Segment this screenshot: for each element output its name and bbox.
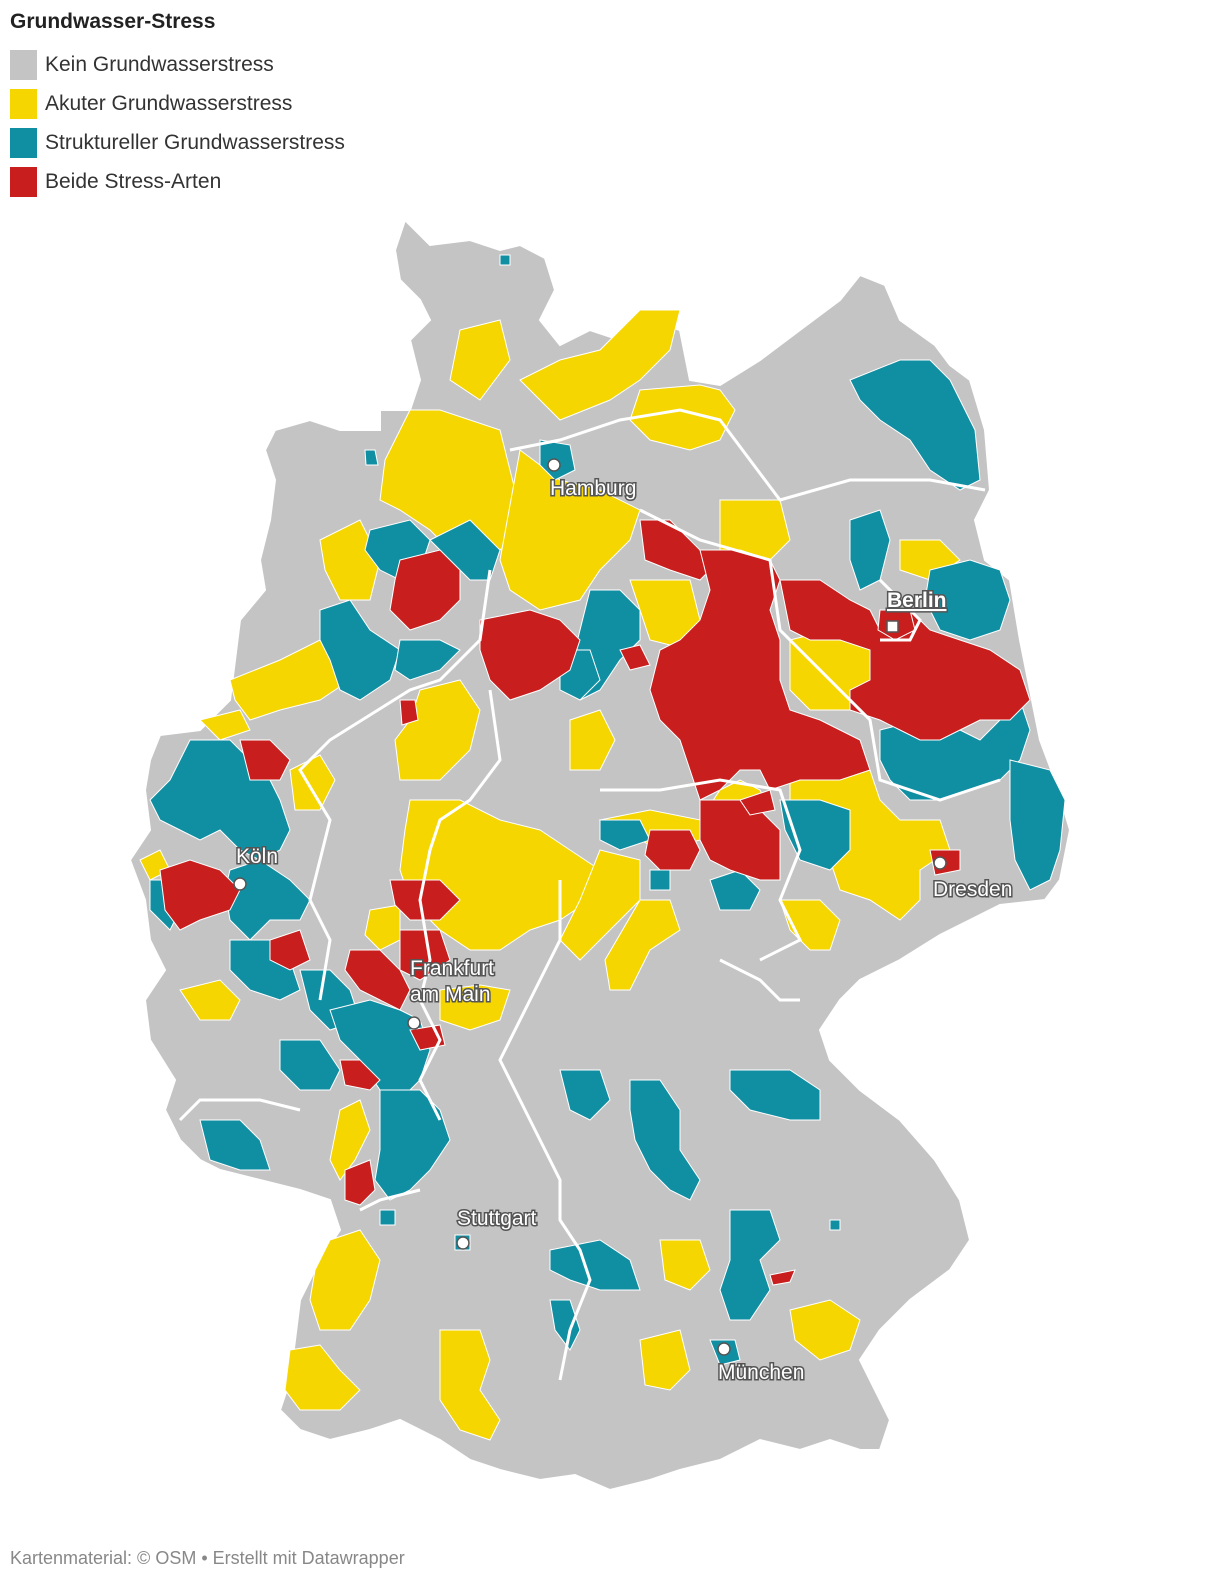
city-marker-koeln bbox=[233, 877, 247, 891]
legend-swatch-structural bbox=[10, 127, 37, 158]
map-credit: Kartenmaterial: © OSM bbox=[10, 1548, 197, 1568]
city-label-hamburg: Hamburg bbox=[550, 477, 636, 500]
legend: Kein Grundwasserstress Akuter Grundwasse… bbox=[10, 45, 345, 201]
made-with-link[interactable]: Erstellt mit Datawrapper bbox=[212, 1548, 405, 1568]
city-label-frankfurt-1: Frankfurt bbox=[410, 957, 494, 980]
legend-title: Grundwasser-Stress bbox=[10, 10, 216, 33]
legend-swatch-none bbox=[10, 49, 37, 80]
city-label-koeln: Köln bbox=[236, 845, 278, 868]
city-label-stuttgart: Stuttgart bbox=[457, 1207, 537, 1230]
city-label-frankfurt-2: am Main bbox=[410, 983, 491, 1006]
legend-swatch-acute bbox=[10, 88, 37, 119]
legend-label-acute: Akuter Grundwasserstress bbox=[45, 91, 293, 115]
city-labels: Hamburg Berlin Köln Dresden Frankfurt am… bbox=[235, 476, 1014, 1386]
city-marker-berlin bbox=[886, 620, 899, 633]
legend-label-both: Beide Stress-Arten bbox=[45, 169, 222, 193]
footer: Kartenmaterial: © OSM • Erstellt mit Dat… bbox=[10, 1548, 405, 1569]
city-label-dresden: Dresden bbox=[933, 878, 1012, 901]
city-marker-muenchen bbox=[717, 1342, 731, 1356]
state-borders bbox=[178, 408, 1001, 1381]
legend-label-structural: Struktureller Grundwasserstress bbox=[45, 130, 345, 154]
footer-separator: • bbox=[196, 1548, 213, 1568]
city-label-berlin: Berlin bbox=[887, 589, 947, 612]
legend-item-structural: Struktureller Grundwasserstress bbox=[10, 123, 345, 162]
city-marker-stuttgart bbox=[456, 1236, 470, 1250]
legend-item-none: Kein Grundwasserstress bbox=[10, 45, 345, 84]
city-marker-hamburg bbox=[547, 458, 561, 472]
regions-structural bbox=[149, 254, 1066, 1366]
legend-label-none: Kein Grundwasserstress bbox=[45, 52, 274, 76]
city-marker-frankfurt bbox=[407, 1016, 421, 1030]
regions-both bbox=[159, 519, 1031, 1286]
legend-swatch-both bbox=[10, 166, 37, 197]
city-marker-dresden bbox=[933, 856, 947, 870]
legend-item-both: Beide Stress-Arten bbox=[10, 162, 345, 201]
regions-acute bbox=[139, 309, 961, 1441]
city-label-muenchen: München bbox=[718, 1361, 804, 1384]
city-markers bbox=[233, 458, 947, 1356]
legend-item-acute: Akuter Grundwasserstress bbox=[10, 84, 345, 123]
